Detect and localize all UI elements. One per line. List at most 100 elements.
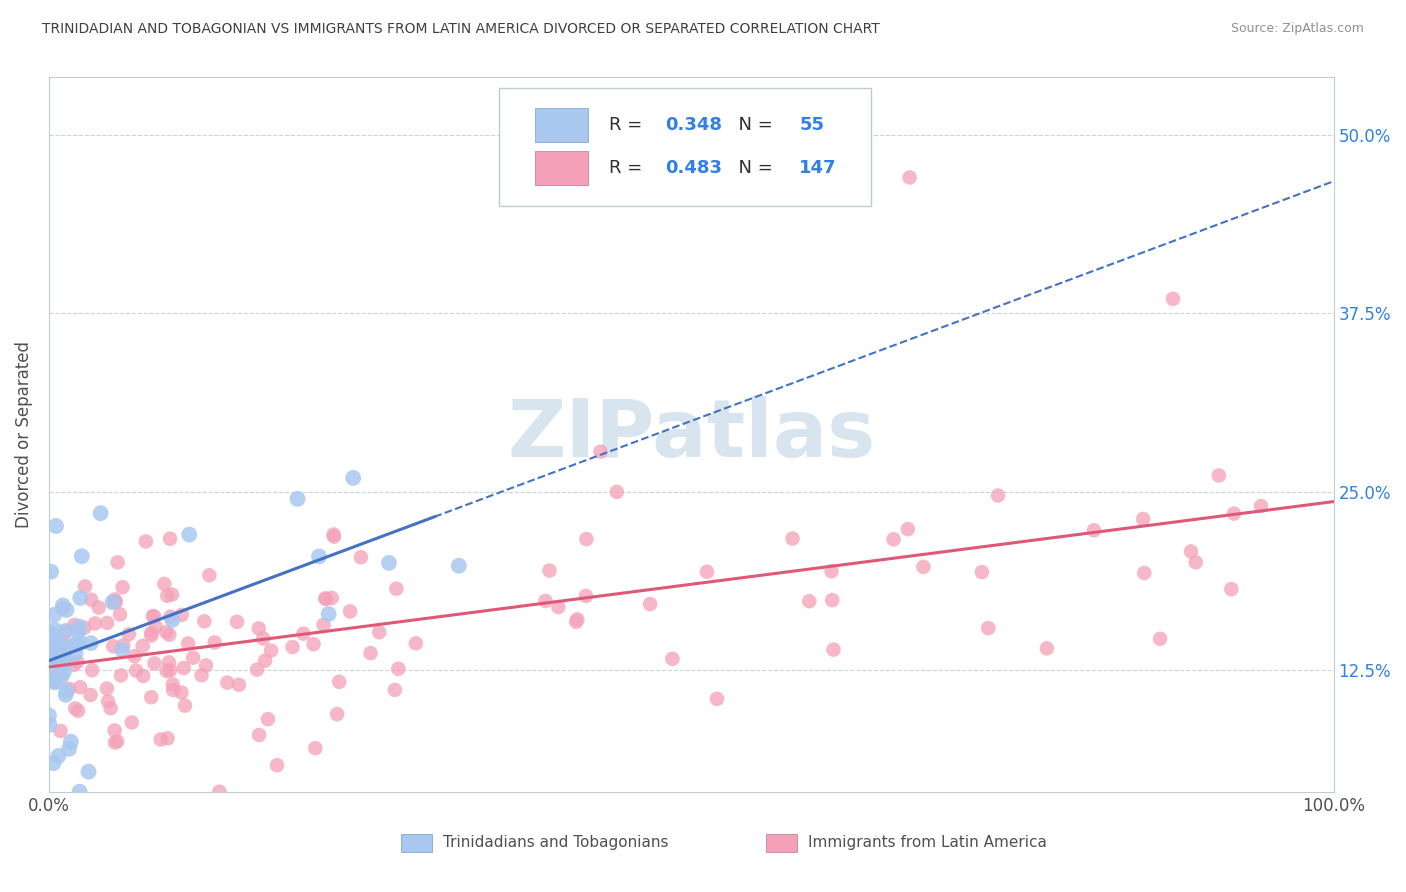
Point [73,621,96,635]
Point [281,640,304,654]
Point [706,691,728,706]
Point [39,565,62,579]
Point [67,634,90,648]
Point [143,657,166,671]
Point [73,579,96,593]
Point [49,723,72,738]
Text: N =: N = [727,116,779,135]
Point [204,635,226,649]
Text: 0.348: 0.348 [665,116,723,135]
Point [41,658,63,673]
Point [247,621,270,635]
Point [208,785,231,799]
Point [41,630,63,644]
Point [820,564,842,578]
Point [228,678,250,692]
Point [567,612,589,626]
Point [156,589,179,603]
Point [368,625,391,640]
Point [49,670,72,684]
Point [104,723,127,738]
Point [145,620,167,634]
Point [105,734,128,748]
Point [606,484,628,499]
Point [1161,292,1184,306]
Point [302,637,325,651]
Text: R =: R = [609,159,648,178]
Point [405,636,427,650]
Point [84,616,107,631]
Point [322,527,344,541]
Point [80,592,103,607]
Point [155,664,177,678]
Point [55,656,77,670]
Point [49,637,72,651]
Point [38,708,60,723]
Point [898,170,921,185]
Point [159,609,181,624]
Bar [534,108,589,143]
Point [104,592,127,607]
Point [96,681,118,696]
Point [156,731,179,746]
Point [1083,524,1105,538]
Point [125,664,148,678]
Point [58,681,80,696]
Point [162,682,184,697]
Point [252,632,274,646]
Point [100,701,122,715]
Point [52,599,75,613]
Point [104,735,127,749]
Point [96,615,118,630]
Point [987,489,1010,503]
Point [350,550,373,565]
Point [970,565,993,579]
Text: Trinidadians and Tobagonians: Trinidadians and Tobagonians [443,836,668,850]
Point [162,677,184,691]
Point [174,698,197,713]
Point [547,600,569,615]
Point [141,626,163,640]
Point [63,658,86,673]
Point [661,652,683,666]
Point [179,527,201,541]
Point [55,603,77,617]
Text: 147: 147 [799,159,837,178]
Point [160,587,183,601]
Point [1223,507,1246,521]
Point [1184,555,1206,569]
Point [360,646,382,660]
Point [44,632,66,646]
Text: R =: R = [609,116,648,135]
Point [308,549,330,564]
Text: 0.483: 0.483 [665,159,723,178]
Point [53,649,76,664]
Point [55,624,77,639]
Point [52,665,75,680]
Point [90,506,112,520]
Point [44,675,66,690]
Point [101,595,124,609]
Point [97,694,120,708]
Point [48,638,70,652]
Point [48,749,70,764]
Point [44,644,66,658]
Point [141,690,163,705]
Point [304,741,326,756]
Point [79,688,101,702]
Point [55,684,77,698]
Point [41,635,63,649]
Point [1149,632,1171,646]
Point [69,680,91,694]
Text: Immigrants from Latin America: Immigrants from Latin America [808,836,1047,850]
Point [257,712,280,726]
Point [1180,544,1202,558]
Point [314,591,336,606]
Point [49,665,72,680]
Point [155,625,177,640]
Point [108,607,131,622]
Point [49,656,72,670]
Point [897,522,920,536]
Point [538,564,561,578]
Point [387,662,409,676]
